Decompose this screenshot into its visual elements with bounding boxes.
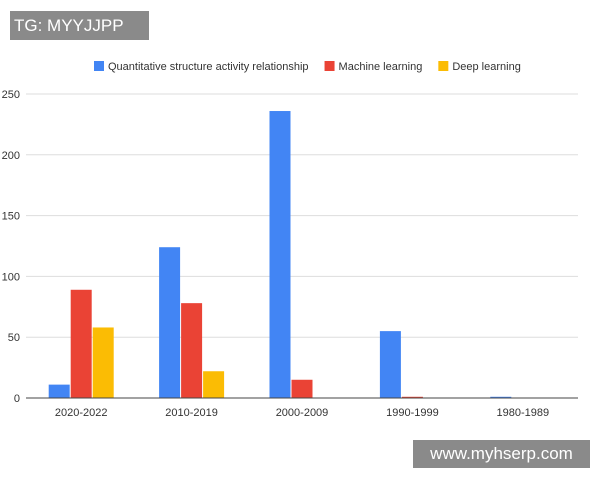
bar-2020-2022-series-1 <box>48 384 70 398</box>
legend-label-series-2: Machine learning <box>339 61 423 73</box>
bar-2010-2019-series-3 <box>203 371 225 398</box>
gridlines <box>26 93 578 338</box>
y-tick-label: 200 <box>2 150 20 162</box>
legend: Quantitative structure activity relation… <box>94 61 521 73</box>
bar-2000-2009-series-1 <box>269 111 291 399</box>
legend-swatch-series-1 <box>94 61 104 71</box>
legend-swatch-series-2 <box>324 61 335 71</box>
x-tick-label: 1990-1999 <box>386 407 439 419</box>
watermark-top-left: TG: MYYJJPP <box>10 11 149 40</box>
y-tick-label: 150 <box>2 211 20 223</box>
bar-1990-1999-series-2 <box>401 396 423 398</box>
bars <box>48 111 512 399</box>
bar-2000-2009-series-2 <box>291 379 313 398</box>
legend-label-series-3: Deep learning <box>452 61 521 73</box>
y-tick-label: 250 <box>2 89 20 101</box>
bar-2010-2019-series-2 <box>181 303 203 398</box>
legend-label-series-1: Quantitative structure activity relation… <box>108 61 309 73</box>
bar-2010-2019-series-1 <box>159 247 181 398</box>
bar-1990-1999-series-1 <box>379 331 401 398</box>
watermark-bottom-right: www.myhserp.com <box>413 440 590 468</box>
y-tick-label: 50 <box>8 332 20 344</box>
bar-1980-1989-series-1 <box>490 396 512 398</box>
x-tick-label: 1980-1989 <box>496 407 549 419</box>
bar-2020-2022-series-3 <box>92 327 114 398</box>
legend-swatch-series-3 <box>438 61 449 71</box>
x-tick-label: 2010-2019 <box>165 407 218 419</box>
y-tick-label: 0 <box>14 393 20 405</box>
axes: 0 50 100 150 200 250 2020-2022 2010-2019 2000-20… <box>2 89 578 419</box>
x-tick-label: 2020-2022 <box>55 407 108 419</box>
bar-2020-2022-series-2 <box>70 289 92 398</box>
x-tick-label: 2000-2009 <box>276 407 329 419</box>
y-tick-label: 100 <box>2 271 20 283</box>
